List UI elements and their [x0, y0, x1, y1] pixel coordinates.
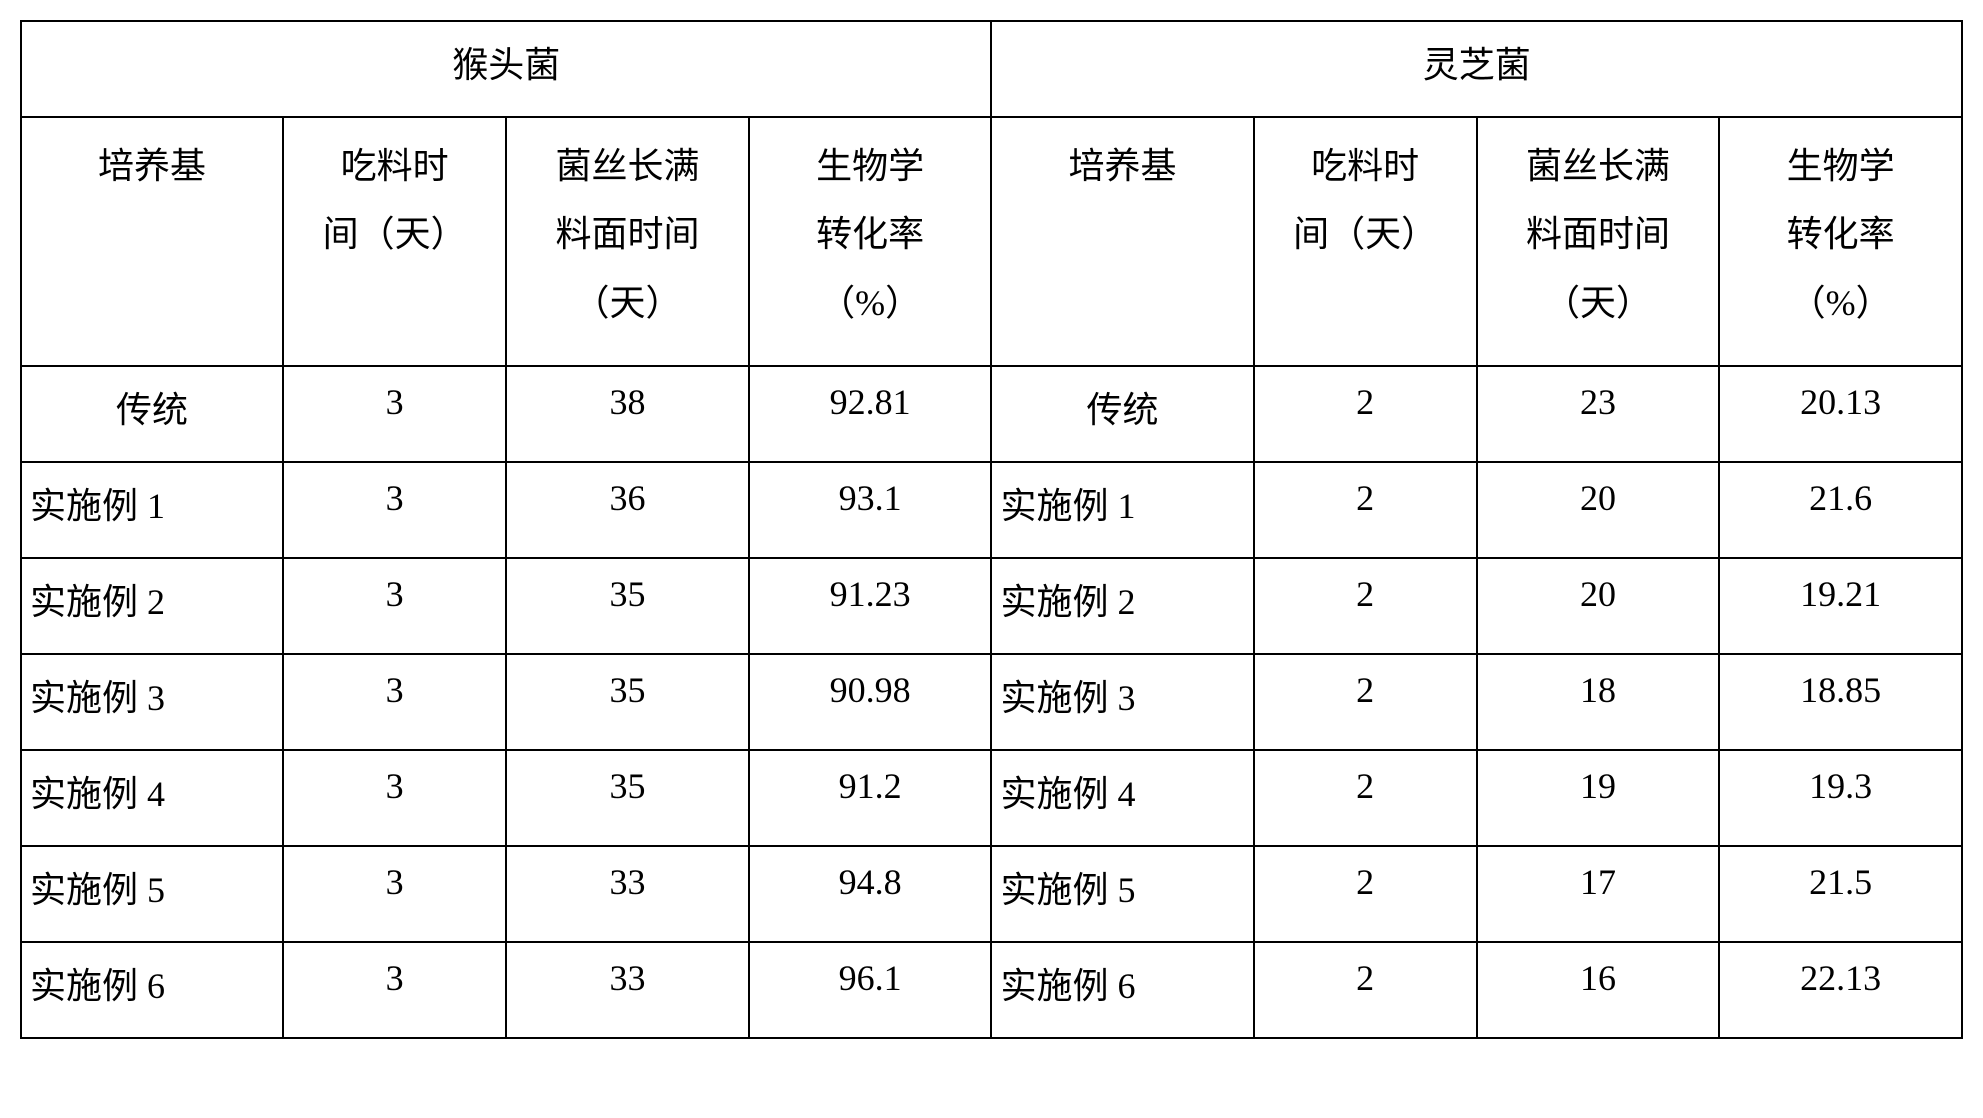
col-header-right-feedtime: 吃料时间（天）: [1254, 117, 1477, 366]
row-label-left: 实施例 3: [21, 654, 283, 750]
right-conversion-cell: 20.13: [1719, 366, 1962, 462]
left-feedtime-cell: 3: [283, 942, 506, 1038]
group-header-right: 灵芝菌: [991, 21, 1962, 117]
right-feedtime-cell: 2: [1254, 942, 1477, 1038]
col-header-right-mycelium: 菌丝长满料面时间（天）: [1477, 117, 1720, 366]
left-mycelium-cell: 36: [506, 462, 749, 558]
right-conversion-cell: 19.3: [1719, 750, 1962, 846]
group-header-left: 猴头菌: [21, 21, 991, 117]
right-feedtime-cell: 2: [1254, 846, 1477, 942]
right-mycelium-cell: 20: [1477, 462, 1720, 558]
left-feedtime-cell: 3: [283, 558, 506, 654]
col-header-left-mycelium: 菌丝长满料面时间（天）: [506, 117, 749, 366]
left-feedtime-cell: 3: [283, 462, 506, 558]
left-feedtime-cell: 3: [283, 846, 506, 942]
col-header-left-feedtime: 吃料时间（天）: [283, 117, 506, 366]
table-row: 传统 3 38 92.81 传统 2 23 20.13: [21, 366, 1962, 462]
left-feedtime-cell: 3: [283, 750, 506, 846]
left-mycelium-cell: 33: [506, 942, 749, 1038]
col-header-left-medium: 培养基: [21, 117, 283, 366]
right-mycelium-cell: 16: [1477, 942, 1720, 1038]
right-conversion-cell: 22.13: [1719, 942, 1962, 1038]
table-row: 实施例 2 3 35 91.23 实施例 2 2 20 19.21: [21, 558, 1962, 654]
left-conversion-cell: 91.23: [749, 558, 992, 654]
table-row: 实施例 6 3 33 96.1 实施例 6 2 16 22.13: [21, 942, 1962, 1038]
col-header-right-conversion: 生物学转化率（%）: [1719, 117, 1962, 366]
row-label-left: 实施例 6: [21, 942, 283, 1038]
right-mycelium-cell: 17: [1477, 846, 1720, 942]
column-header-row: 培养基 吃料时间（天） 菌丝长满料面时间（天） 生物学转化率（%） 培养基 吃料…: [21, 117, 1962, 366]
left-conversion-cell: 91.2: [749, 750, 992, 846]
table-row: 实施例 5 3 33 94.8 实施例 5 2 17 21.5: [21, 846, 1962, 942]
right-feedtime-cell: 2: [1254, 558, 1477, 654]
left-mycelium-cell: 35: [506, 558, 749, 654]
table-row: 实施例 1 3 36 93.1 实施例 1 2 20 21.6: [21, 462, 1962, 558]
row-label-left: 实施例 5: [21, 846, 283, 942]
right-conversion-cell: 21.6: [1719, 462, 1962, 558]
comparison-table: 猴头菌 灵芝菌 培养基 吃料时间（天） 菌丝长满料面时间（天） 生物学转化率（%…: [20, 20, 1963, 1039]
row-label-left: 传统: [21, 366, 283, 462]
col-header-left-conversion: 生物学转化率（%）: [749, 117, 992, 366]
left-conversion-cell: 96.1: [749, 942, 992, 1038]
right-mycelium-cell: 18: [1477, 654, 1720, 750]
table-body: 传统 3 38 92.81 传统 2 23 20.13 实施例 1 3 36 9…: [21, 366, 1962, 1038]
row-label-right: 实施例 6: [991, 942, 1253, 1038]
row-label-right: 实施例 1: [991, 462, 1253, 558]
left-feedtime-cell: 3: [283, 654, 506, 750]
col-header-right-medium: 培养基: [991, 117, 1253, 366]
row-label-left: 实施例 2: [21, 558, 283, 654]
row-label-right: 传统: [991, 366, 1253, 462]
row-label-left: 实施例 1: [21, 462, 283, 558]
right-feedtime-cell: 2: [1254, 462, 1477, 558]
row-label-right: 实施例 4: [991, 750, 1253, 846]
right-conversion-cell: 18.85: [1719, 654, 1962, 750]
left-mycelium-cell: 35: [506, 750, 749, 846]
right-mycelium-cell: 20: [1477, 558, 1720, 654]
right-feedtime-cell: 2: [1254, 750, 1477, 846]
right-conversion-cell: 19.21: [1719, 558, 1962, 654]
table-row: 实施例 3 3 35 90.98 实施例 3 2 18 18.85: [21, 654, 1962, 750]
row-label-right: 实施例 5: [991, 846, 1253, 942]
right-conversion-cell: 21.5: [1719, 846, 1962, 942]
right-mycelium-cell: 23: [1477, 366, 1720, 462]
group-header-row: 猴头菌 灵芝菌: [21, 21, 1962, 117]
left-mycelium-cell: 33: [506, 846, 749, 942]
table-row: 实施例 4 3 35 91.2 实施例 4 2 19 19.3: [21, 750, 1962, 846]
left-conversion-cell: 93.1: [749, 462, 992, 558]
left-conversion-cell: 90.98: [749, 654, 992, 750]
right-feedtime-cell: 2: [1254, 654, 1477, 750]
left-feedtime-cell: 3: [283, 366, 506, 462]
row-label-left: 实施例 4: [21, 750, 283, 846]
row-label-right: 实施例 3: [991, 654, 1253, 750]
right-feedtime-cell: 2: [1254, 366, 1477, 462]
left-conversion-cell: 94.8: [749, 846, 992, 942]
left-mycelium-cell: 38: [506, 366, 749, 462]
right-mycelium-cell: 19: [1477, 750, 1720, 846]
row-label-right: 实施例 2: [991, 558, 1253, 654]
left-mycelium-cell: 35: [506, 654, 749, 750]
left-conversion-cell: 92.81: [749, 366, 992, 462]
